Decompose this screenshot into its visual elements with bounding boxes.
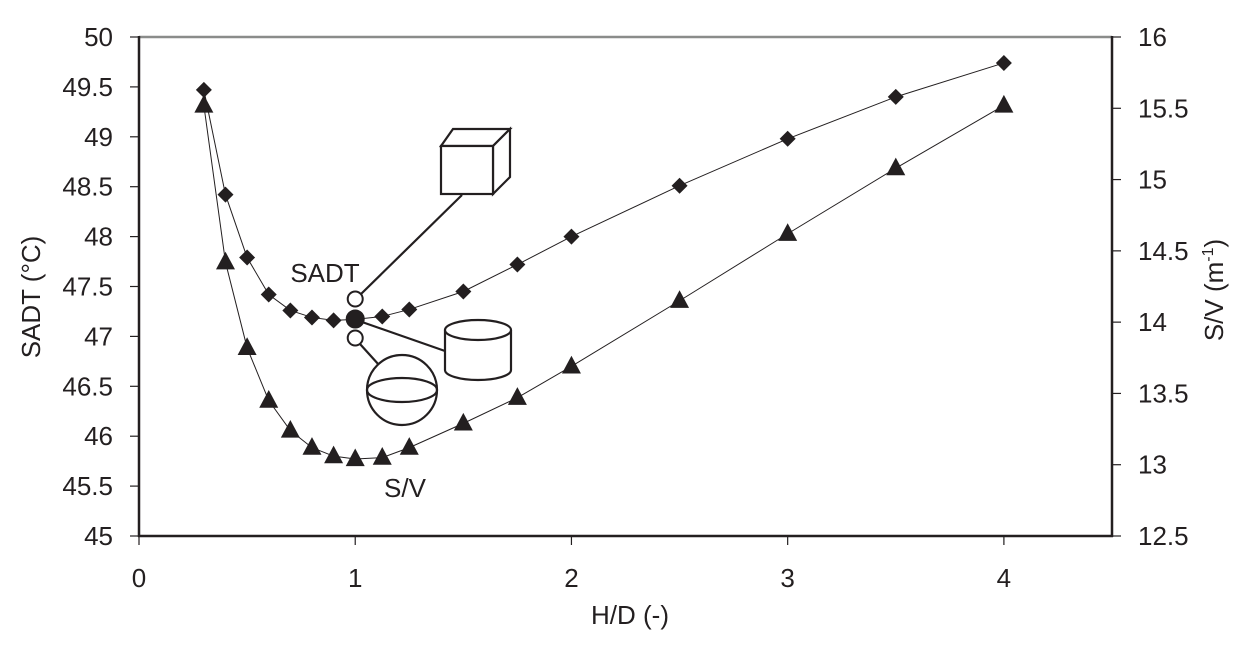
diamond-marker xyxy=(401,301,418,318)
diamond-marker xyxy=(325,312,342,329)
cylinder-reference-marker xyxy=(345,309,365,329)
triangle-marker xyxy=(886,157,906,176)
y-tick-label: 45.5 xyxy=(62,471,113,501)
diamond-marker xyxy=(455,283,472,300)
triangle-marker xyxy=(280,419,300,438)
y-tick-label: 47.5 xyxy=(62,272,113,302)
triangle-marker xyxy=(994,94,1014,113)
diamond-marker xyxy=(282,302,299,319)
y-tick-label: 46 xyxy=(84,421,113,451)
y-tick-label: 49 xyxy=(84,122,113,152)
axes: 4545.54646.54747.54848.54949.55012.51313… xyxy=(62,22,1188,593)
sphere-reference-marker xyxy=(346,329,364,347)
x-tick-label: 1 xyxy=(348,563,362,593)
diamond-marker xyxy=(217,186,234,203)
y-tick-label: 48.5 xyxy=(62,172,113,202)
y2-tick-label: 16 xyxy=(1138,22,1167,52)
cube-icon xyxy=(438,126,513,197)
y-tick-label: 49.5 xyxy=(62,72,113,102)
x-tick-label: 2 xyxy=(564,563,578,593)
y-tick-label: 50 xyxy=(84,22,113,52)
triangle-marker xyxy=(778,223,798,241)
y-tick-label: 47 xyxy=(84,321,113,351)
triangle-marker xyxy=(259,390,279,408)
geometry-shapes xyxy=(345,126,513,427)
y-axis-title: SADT (°C) xyxy=(16,236,46,359)
diamond-marker xyxy=(195,81,212,98)
triangle-marker xyxy=(670,290,690,308)
x-tick-label: 0 xyxy=(132,563,146,593)
sphere-connector xyxy=(359,343,380,366)
series-sv xyxy=(194,94,1014,467)
y-tick-label: 46.5 xyxy=(62,371,113,401)
y2-tick-label: 13.5 xyxy=(1138,378,1189,408)
y-tick-label: 45 xyxy=(84,521,113,551)
diamond-marker xyxy=(887,88,904,105)
triangle-marker xyxy=(215,251,235,270)
triangle-marker xyxy=(324,445,344,464)
cylinder-icon xyxy=(443,318,513,382)
triangle-marker xyxy=(561,355,581,374)
cube-connector xyxy=(360,194,463,295)
y2-tick-label: 12.5 xyxy=(1138,521,1189,551)
sphere-icon xyxy=(365,353,439,427)
x-tick-label: 4 xyxy=(997,563,1011,593)
annotation-sv: S/V xyxy=(384,473,427,503)
diamond-marker xyxy=(671,177,688,194)
annotation-sadt: SADT xyxy=(290,258,359,288)
labels: H/D (-) SADT (°C) S/V (m-1) SADT S/V xyxy=(16,236,1229,630)
diamond-marker xyxy=(239,249,256,266)
y2-tick-label: 13 xyxy=(1138,450,1167,480)
triangle-marker xyxy=(372,447,392,465)
triangle-marker xyxy=(237,337,257,355)
diamond-marker xyxy=(995,54,1012,71)
diamond-marker xyxy=(374,308,391,325)
triangle-marker xyxy=(507,387,527,405)
x-tick-label: 3 xyxy=(780,563,794,593)
diamond-marker xyxy=(779,130,796,147)
diamond-marker xyxy=(509,256,526,273)
cylinder-connector xyxy=(361,320,446,353)
y2-axis-title: S/V (m-1) xyxy=(1199,239,1229,341)
y2-tick-label: 14.5 xyxy=(1138,236,1189,266)
diamond-marker xyxy=(563,228,580,245)
y2-tick-label: 15.5 xyxy=(1138,93,1189,123)
y2-tick-label: 14 xyxy=(1138,307,1167,337)
cube-reference-marker xyxy=(346,290,364,308)
triangle-marker xyxy=(302,437,322,455)
y2-tick-label: 15 xyxy=(1138,165,1167,195)
triangle-marker xyxy=(453,412,473,431)
triangle-marker xyxy=(194,94,214,113)
diamond-marker xyxy=(260,286,277,303)
y-tick-label: 48 xyxy=(84,222,113,252)
triangle-marker xyxy=(399,437,419,455)
x-axis-title: H/D (-) xyxy=(591,600,669,630)
triangle-marker xyxy=(345,448,365,467)
diamond-marker xyxy=(303,309,320,326)
series-layer xyxy=(194,54,1014,467)
